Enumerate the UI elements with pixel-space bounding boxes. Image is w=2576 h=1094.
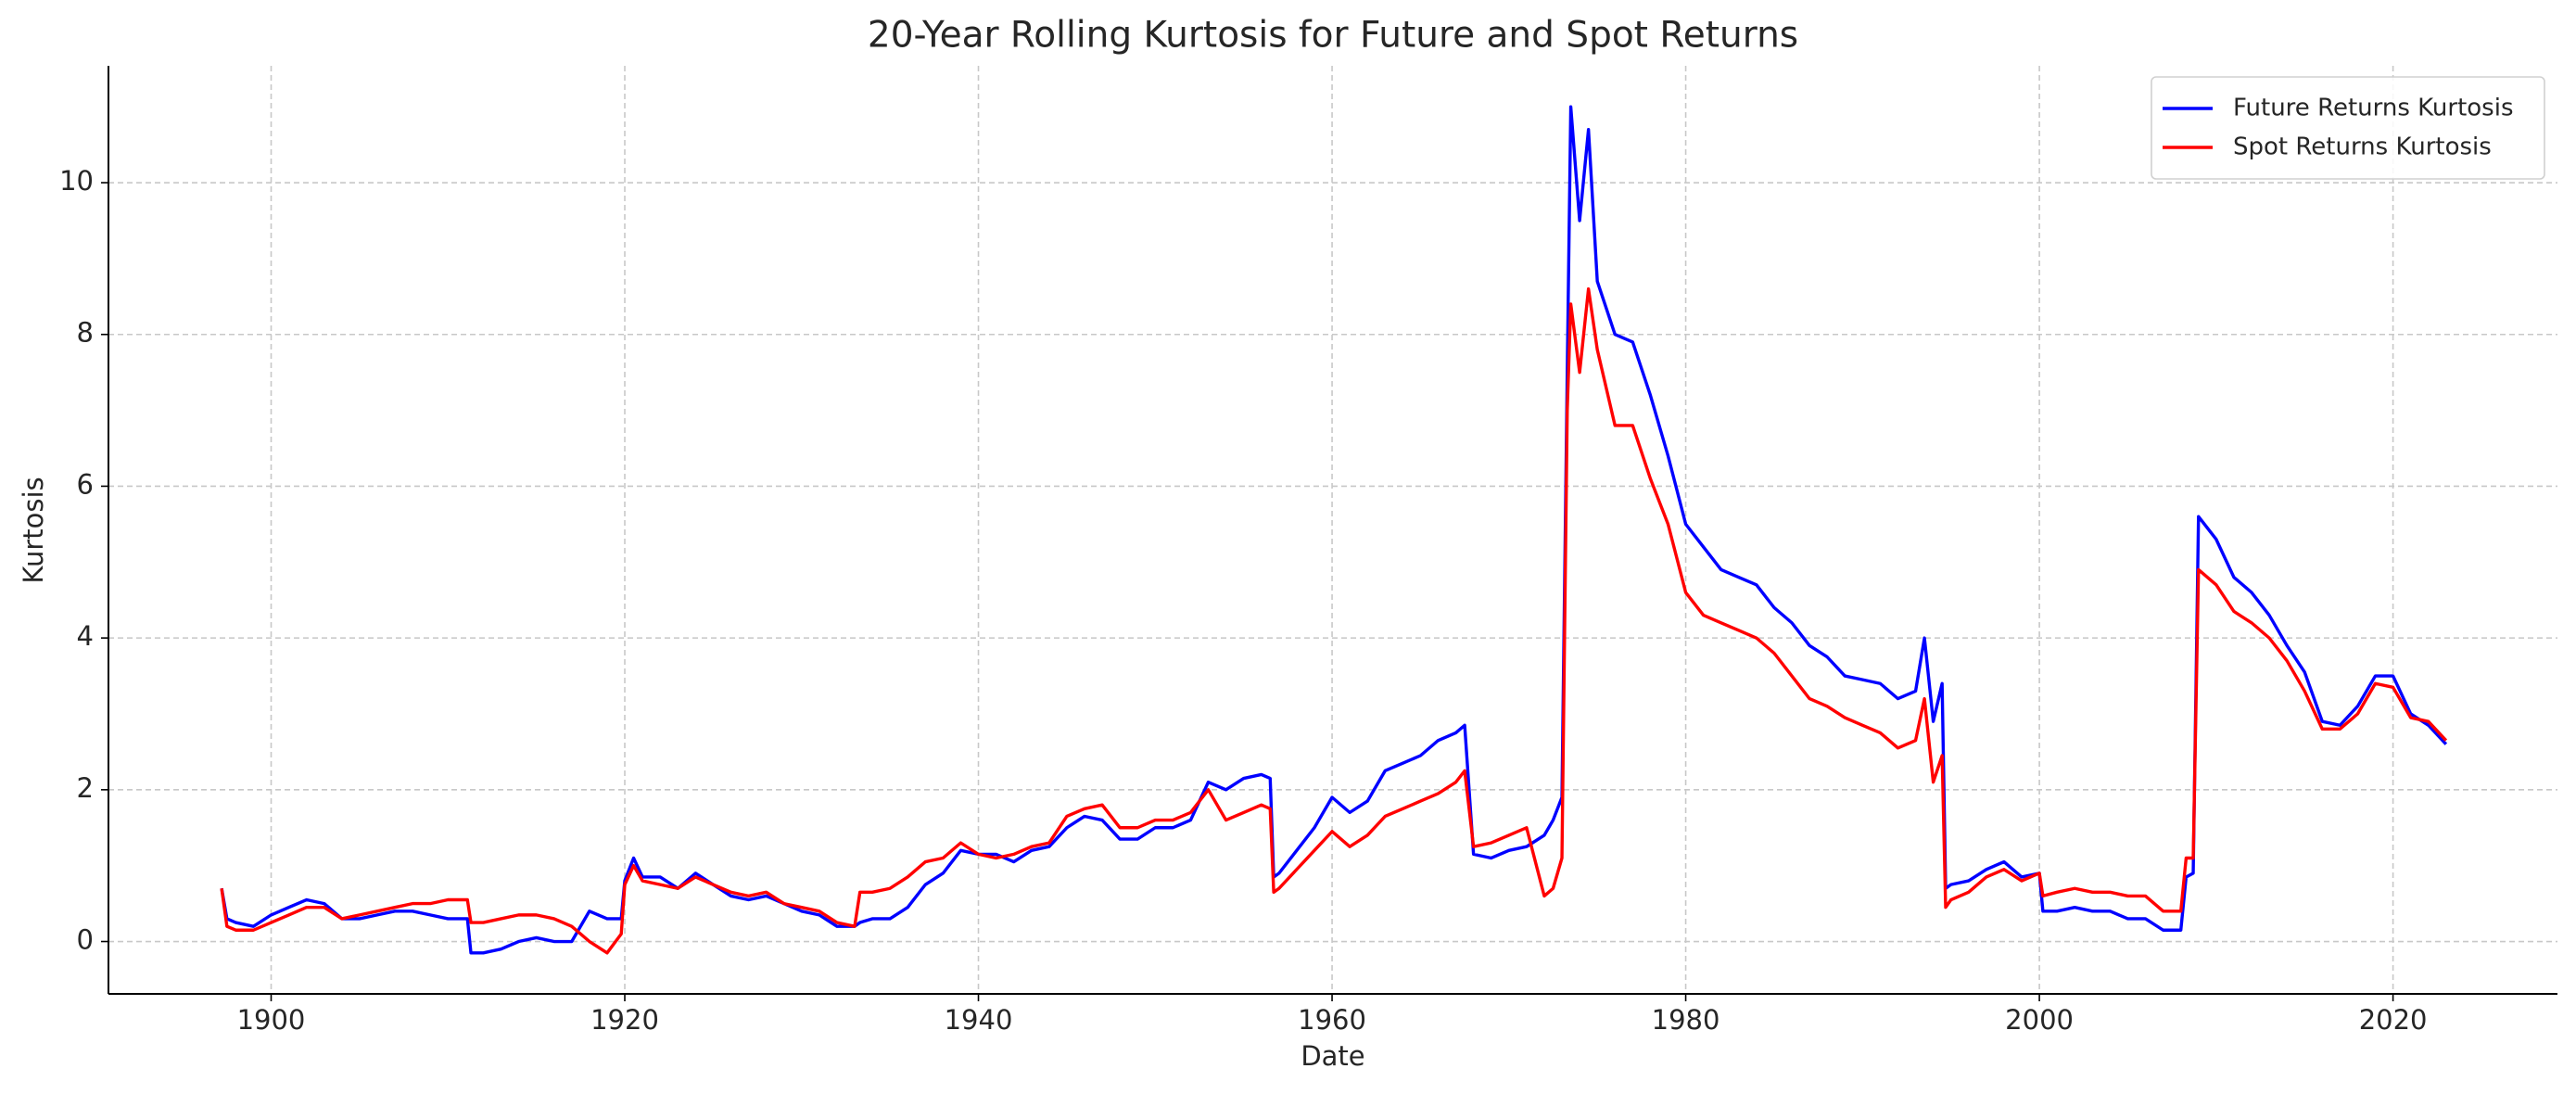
y-tick-label: 10	[59, 165, 94, 197]
y-tick-label: 2	[77, 772, 94, 804]
legend-label: Future Returns Kurtosis	[2233, 95, 2514, 122]
y-axis-label: Kurtosis	[18, 477, 49, 583]
x-tick-label: 1900	[237, 1004, 306, 1036]
chart-title: 20-Year Rolling Kurtosis for Future and …	[868, 15, 1798, 57]
legend-box	[2151, 76, 2545, 180]
line-series	[220, 105, 2448, 955]
x-tick-label: 2020	[2359, 1004, 2428, 1036]
y-tick-label: 8	[77, 317, 94, 349]
x-tick-label: 1980	[1652, 1004, 1720, 1036]
y-tick-label: 6	[77, 468, 94, 500]
line-series	[220, 286, 2448, 955]
x-tick-label: 1920	[590, 1004, 659, 1036]
legend: Future Returns Kurtosis Spot Returns Kurt…	[2151, 76, 2545, 180]
legend-label: Spot Returns Kurtosis	[2233, 134, 2492, 161]
x-tick-label: 1960	[1298, 1004, 1366, 1036]
x-axis-label: Date	[1301, 1040, 1364, 1072]
y-tick-label: 4	[77, 620, 94, 652]
y-tick-label: 0	[77, 924, 94, 956]
x-tick-label: 2000	[2005, 1004, 2074, 1036]
x-tick-label: 1940	[945, 1004, 1013, 1036]
